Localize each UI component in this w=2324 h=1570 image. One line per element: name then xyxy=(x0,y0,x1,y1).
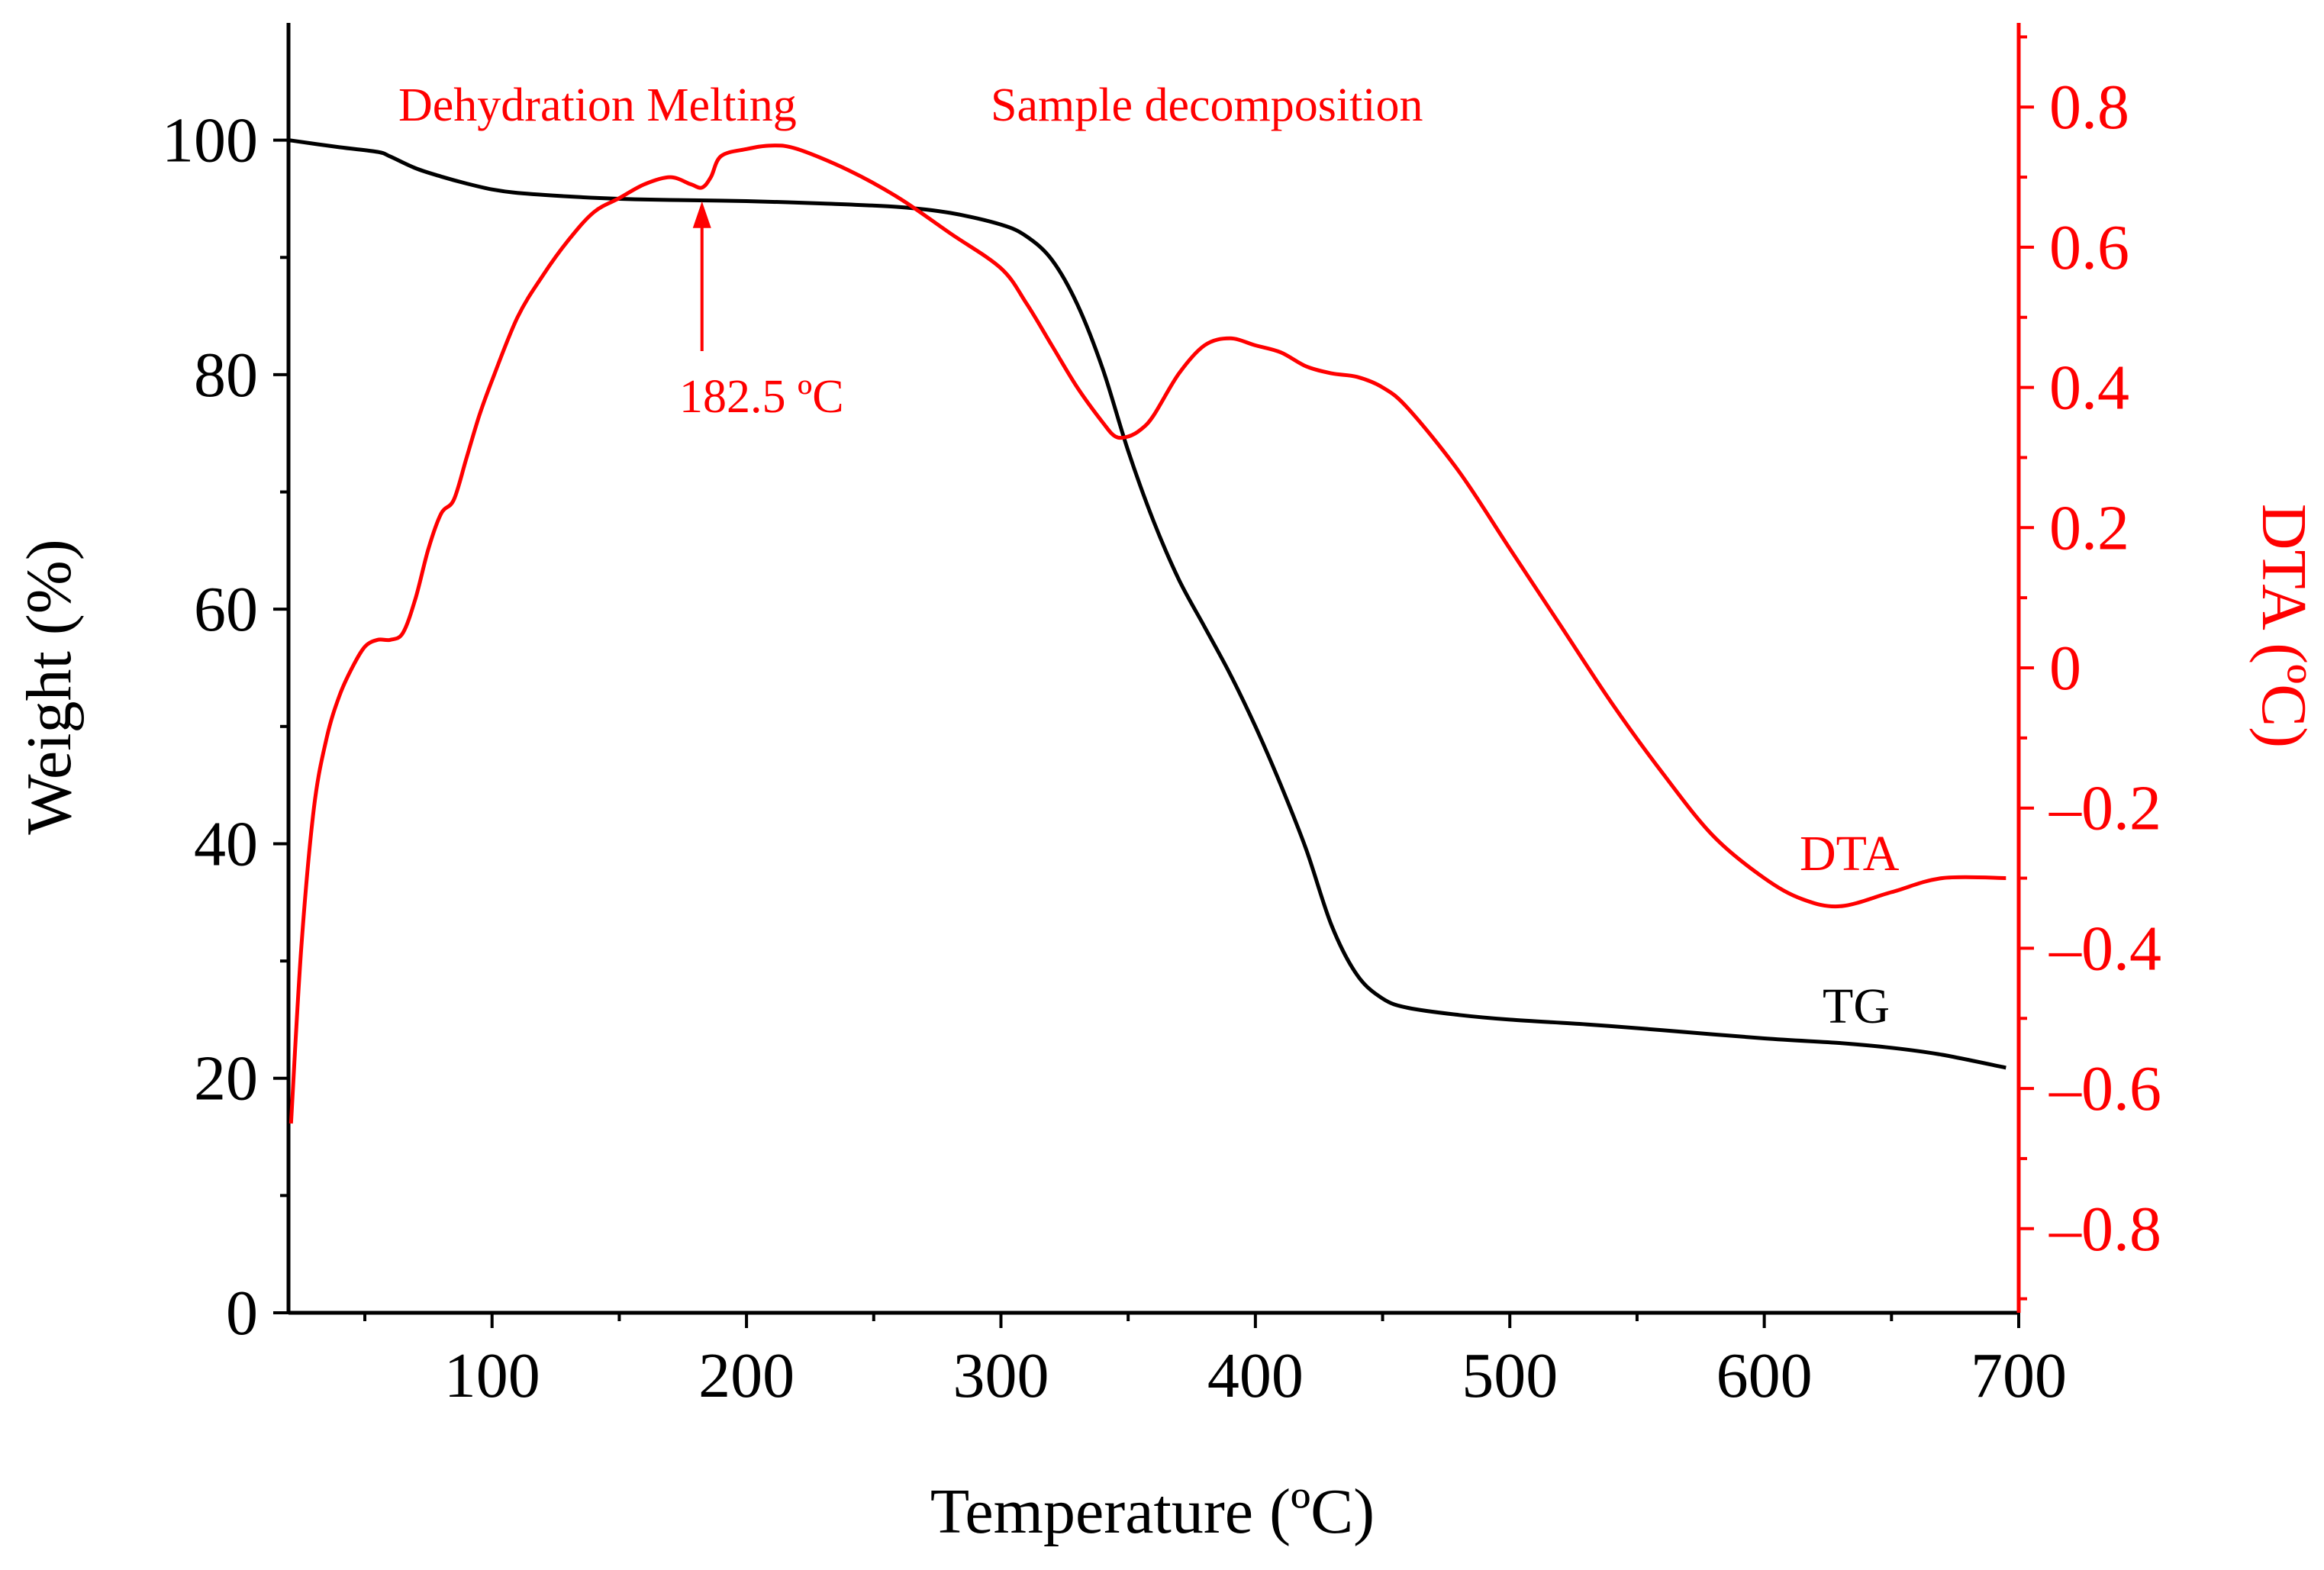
x-axis-label: Temperature (ºC) xyxy=(930,1476,1375,1547)
y-axis-label: Weight (%) xyxy=(14,539,85,834)
y2-tick-label: –0.2 xyxy=(2048,773,2161,844)
y2-tick-label: 0.6 xyxy=(2049,212,2129,283)
x-tick-label: 200 xyxy=(698,1340,795,1411)
series xyxy=(288,138,2007,1124)
y-tick-label: 40 xyxy=(194,808,258,879)
y2-axis-label: DTA (ºC) xyxy=(2248,504,2319,748)
y2-tick-label: 0 xyxy=(2049,633,2081,704)
peak-arrow-head xyxy=(692,201,711,228)
axes xyxy=(286,23,2021,1315)
y2-tick-label: –0.8 xyxy=(2048,1194,2161,1265)
y-tick-label: 80 xyxy=(194,340,258,411)
x-tick-label: 100 xyxy=(444,1340,540,1411)
annotation-tg-label: TG xyxy=(1823,978,1890,1034)
y-tick-label: 20 xyxy=(194,1043,258,1114)
x-tick-label: 400 xyxy=(1207,1340,1304,1411)
y-tick-label: 0 xyxy=(226,1278,258,1349)
series-line-dta xyxy=(288,143,2007,1124)
annotations: Dehydration Melting Sample decomposition… xyxy=(398,79,1900,1034)
annotation-peak-temperature: 182.5 ºC xyxy=(679,371,844,423)
annotation-dehydration: Dehydration Melting xyxy=(398,79,797,131)
x-tick-label: 600 xyxy=(1716,1340,1813,1411)
ticks: 100 200 300 400 500 600 700 0 20 40 60 80 100 –0.8 –0.… xyxy=(162,35,2161,1411)
annotation-decomposition: Sample decomposition xyxy=(991,79,1423,131)
x-tick-label: 700 xyxy=(1971,1340,2067,1411)
y-tick-label: 100 xyxy=(162,105,258,176)
y2-tick-label: –0.6 xyxy=(2048,1053,2161,1124)
annotation-dta-label: DTA xyxy=(1800,826,1900,882)
y2-tick-label: 0.8 xyxy=(2049,72,2129,143)
y2-tick-label: –0.4 xyxy=(2048,913,2161,984)
series-line-tg xyxy=(288,138,2007,1070)
y-tick-label: 60 xyxy=(194,574,258,645)
y2-tick-label: 0.4 xyxy=(2049,353,2129,424)
x-tick-label: 300 xyxy=(952,1340,1049,1411)
y2-tick-label: 0.2 xyxy=(2049,492,2129,563)
x-tick-label: 500 xyxy=(1462,1340,1558,1411)
